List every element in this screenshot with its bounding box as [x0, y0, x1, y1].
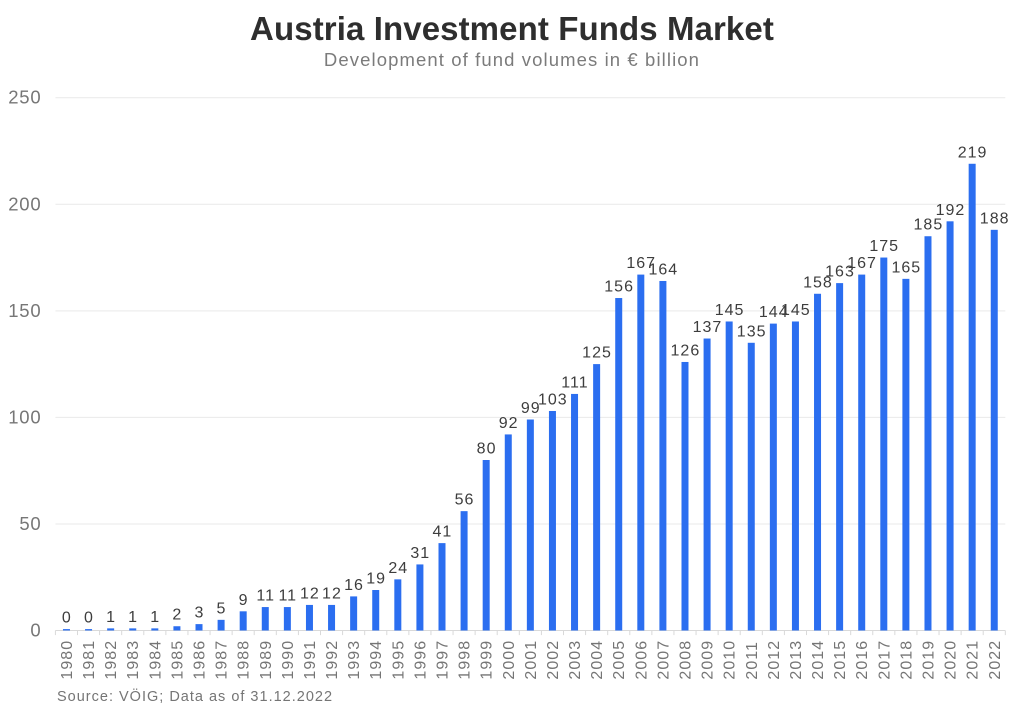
svg-text:156: 156 — [604, 279, 634, 296]
svg-text:5: 5 — [217, 600, 227, 617]
svg-text:1984: 1984 — [147, 640, 164, 680]
svg-text:1987: 1987 — [214, 640, 231, 680]
svg-text:200: 200 — [8, 193, 41, 214]
svg-text:2018: 2018 — [898, 640, 915, 680]
svg-text:1: 1 — [128, 609, 138, 626]
svg-text:1989: 1989 — [258, 640, 275, 680]
svg-text:16: 16 — [344, 577, 364, 594]
svg-text:99: 99 — [521, 400, 541, 417]
svg-text:2010: 2010 — [722, 640, 739, 680]
svg-text:1999: 1999 — [479, 640, 496, 680]
svg-text:150: 150 — [8, 300, 41, 321]
svg-text:2020: 2020 — [943, 640, 960, 680]
svg-text:100: 100 — [8, 406, 41, 427]
svg-text:2001: 2001 — [523, 640, 540, 680]
svg-text:158: 158 — [803, 274, 833, 291]
svg-text:103: 103 — [538, 391, 568, 408]
svg-text:1992: 1992 — [324, 640, 341, 680]
svg-text:250: 250 — [8, 87, 41, 108]
svg-text:0: 0 — [30, 620, 41, 641]
svg-text:167: 167 — [847, 255, 877, 272]
svg-text:145: 145 — [781, 302, 811, 319]
svg-text:1983: 1983 — [125, 640, 142, 680]
svg-text:2014: 2014 — [810, 640, 827, 680]
svg-text:2004: 2004 — [589, 640, 606, 680]
svg-text:175: 175 — [869, 238, 899, 255]
svg-text:3: 3 — [194, 605, 204, 622]
svg-text:1985: 1985 — [169, 640, 186, 680]
svg-text:165: 165 — [891, 259, 921, 276]
svg-text:92: 92 — [499, 415, 519, 432]
svg-text:1988: 1988 — [236, 640, 253, 680]
svg-text:19: 19 — [366, 571, 386, 588]
svg-text:2012: 2012 — [766, 640, 783, 680]
svg-text:1994: 1994 — [368, 640, 385, 680]
svg-text:11: 11 — [278, 588, 297, 605]
svg-text:12: 12 — [322, 585, 342, 602]
svg-text:2009: 2009 — [700, 640, 717, 680]
svg-text:1995: 1995 — [390, 640, 407, 680]
svg-text:2019: 2019 — [920, 640, 937, 680]
svg-text:56: 56 — [455, 492, 475, 509]
svg-text:31: 31 — [410, 545, 430, 562]
svg-text:145: 145 — [715, 302, 745, 319]
svg-text:1981: 1981 — [81, 640, 98, 680]
svg-text:1998: 1998 — [457, 640, 474, 680]
svg-text:219: 219 — [958, 144, 988, 161]
svg-text:1986: 1986 — [192, 640, 209, 680]
svg-text:167: 167 — [626, 255, 656, 272]
svg-text:9: 9 — [239, 592, 249, 609]
svg-text:2002: 2002 — [545, 640, 562, 680]
svg-text:164: 164 — [648, 261, 678, 278]
svg-text:163: 163 — [825, 264, 855, 281]
svg-text:0: 0 — [84, 610, 94, 627]
svg-text:2: 2 — [172, 607, 182, 624]
svg-text:1: 1 — [106, 609, 116, 626]
svg-text:135: 135 — [737, 323, 767, 340]
svg-text:2000: 2000 — [501, 640, 518, 680]
svg-text:50: 50 — [19, 513, 41, 534]
svg-text:2017: 2017 — [876, 640, 893, 680]
svg-text:1996: 1996 — [412, 640, 429, 680]
svg-text:1: 1 — [150, 609, 160, 626]
svg-text:11: 11 — [256, 588, 275, 605]
svg-text:192: 192 — [936, 202, 966, 219]
svg-text:1990: 1990 — [280, 640, 297, 680]
svg-text:1980: 1980 — [59, 640, 76, 680]
svg-text:2007: 2007 — [655, 640, 672, 680]
svg-text:137: 137 — [693, 319, 723, 336]
svg-text:2013: 2013 — [788, 640, 805, 680]
svg-text:188: 188 — [980, 210, 1010, 227]
svg-text:2011: 2011 — [744, 641, 761, 680]
svg-text:125: 125 — [582, 345, 612, 362]
svg-text:80: 80 — [477, 441, 497, 458]
svg-text:1991: 1991 — [302, 640, 319, 680]
svg-text:111: 111 — [561, 374, 588, 391]
svg-text:1997: 1997 — [435, 640, 452, 680]
svg-text:2005: 2005 — [611, 640, 628, 680]
svg-text:1993: 1993 — [346, 640, 363, 680]
svg-text:2006: 2006 — [633, 640, 650, 680]
svg-text:126: 126 — [671, 342, 701, 359]
svg-text:1982: 1982 — [103, 640, 120, 680]
svg-text:2008: 2008 — [677, 640, 694, 680]
svg-text:12: 12 — [300, 585, 320, 602]
svg-text:2016: 2016 — [854, 640, 871, 680]
svg-text:2003: 2003 — [567, 640, 584, 680]
svg-text:41: 41 — [433, 524, 453, 541]
svg-text:2021: 2021 — [965, 640, 982, 680]
svg-text:144: 144 — [759, 304, 789, 321]
svg-text:2015: 2015 — [832, 640, 849, 680]
svg-text:185: 185 — [914, 217, 944, 234]
svg-text:0: 0 — [62, 610, 72, 627]
svg-text:24: 24 — [388, 560, 408, 577]
svg-text:2022: 2022 — [987, 640, 1004, 680]
